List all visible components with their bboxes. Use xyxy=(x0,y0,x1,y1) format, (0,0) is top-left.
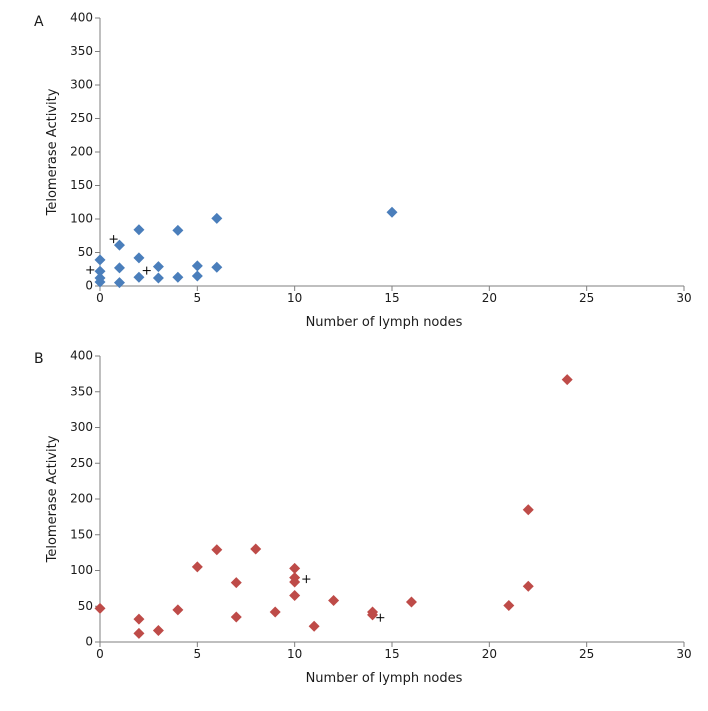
data-point xyxy=(153,625,164,636)
data-point xyxy=(289,590,300,601)
data-point xyxy=(95,266,106,277)
panel-a: A 0 50 100 150 200 250 300 350 400 0 5 10 15 20 25 30 Num… xyxy=(34,11,692,331)
y-tick-label: 150 xyxy=(70,527,93,541)
x-tick-label: 10 xyxy=(287,647,302,661)
data-point xyxy=(503,600,514,611)
x-tick-label: 20 xyxy=(482,291,497,305)
y-tick-label: 0 xyxy=(85,279,93,293)
cross-annotation xyxy=(110,235,118,243)
x-axis-title: Number of lymph nodes xyxy=(306,671,463,686)
data-point xyxy=(133,272,144,283)
data-point xyxy=(133,252,144,263)
panel-b: B 0 50 100 150 200 250 300 350 400 0 5 10 15 20 25 30 Num… xyxy=(34,349,692,687)
data-point xyxy=(114,262,125,273)
x-tick-label: 5 xyxy=(194,291,202,305)
data-point xyxy=(172,272,183,283)
y-tick-label: 100 xyxy=(70,563,93,577)
y-tick-label: 150 xyxy=(70,178,93,192)
x-tick-label: 25 xyxy=(579,647,594,661)
data-point xyxy=(114,240,125,251)
data-point xyxy=(231,577,242,588)
data-point xyxy=(95,254,106,265)
data-point xyxy=(309,621,320,632)
x-tick-label: 0 xyxy=(96,291,104,305)
data-point xyxy=(523,504,534,515)
data-point xyxy=(95,603,106,614)
data-point xyxy=(133,224,144,235)
data-point xyxy=(172,225,183,236)
cross-annotation xyxy=(302,575,310,583)
data-point xyxy=(406,596,417,607)
x-tick-label: 15 xyxy=(384,647,399,661)
data-point xyxy=(231,611,242,622)
y-tick-label: 300 xyxy=(70,420,93,434)
y-tick-label: 250 xyxy=(70,111,93,125)
y-tick-label: 300 xyxy=(70,78,93,92)
data-point xyxy=(289,563,300,574)
data-point xyxy=(211,213,222,224)
cross-annotation xyxy=(143,267,151,275)
data-point xyxy=(211,544,222,555)
panel-label-a: A xyxy=(34,14,44,30)
data-point xyxy=(192,561,203,572)
data-point xyxy=(153,272,164,283)
data-point xyxy=(562,374,573,385)
data-point xyxy=(192,270,203,281)
cross-annotation xyxy=(86,266,94,274)
y-tick-label: 350 xyxy=(70,384,93,398)
chart-svg: A0501001502002503003504000 5 10 15 20 25 30Num… xyxy=(0,0,708,711)
x-tick-label: 25 xyxy=(579,291,594,305)
x-tick-label: 10 xyxy=(287,291,302,305)
data-point xyxy=(133,628,144,639)
x-tick-label: 5 xyxy=(194,647,202,661)
y-tick-label: 0 xyxy=(85,635,93,649)
data-point xyxy=(133,614,144,625)
data-point xyxy=(328,595,339,606)
data-point xyxy=(250,544,261,555)
figure: A 0 50 100 150 200 250 300 350 400 0 5 10 15 20 25 30 Num… xyxy=(0,0,708,711)
data-point xyxy=(523,581,534,592)
x-tick-label: 30 xyxy=(676,647,691,661)
x-tick-label: 0 xyxy=(96,647,104,661)
data-point xyxy=(192,260,203,271)
x-tick-label: 20 xyxy=(482,647,497,661)
x-tick-label: 15 xyxy=(384,291,399,305)
y-tick-label: 400 xyxy=(70,11,93,25)
data-point xyxy=(270,606,281,617)
y-tick-label: 200 xyxy=(70,145,93,159)
x-tick-label: 30 xyxy=(676,291,691,305)
y-tick-label: 400 xyxy=(70,349,93,363)
x-axis-title: Number of lymph nodes xyxy=(306,315,463,330)
data-point xyxy=(172,604,183,615)
y-tick-label: 50 xyxy=(78,599,93,613)
y-tick-label: 200 xyxy=(70,492,93,506)
y-axis-title: Telomerase Activity xyxy=(45,88,60,216)
y-tick-label: 250 xyxy=(70,456,93,470)
data-point xyxy=(387,207,398,218)
data-point xyxy=(211,262,222,273)
y-tick-label: 100 xyxy=(70,212,93,226)
data-point xyxy=(153,261,164,272)
y-tick-label: 350 xyxy=(70,44,93,58)
panel-label-b: B xyxy=(34,351,44,367)
y-axis-title: Telomerase Activity xyxy=(45,435,60,563)
y-tick-label: 50 xyxy=(78,245,93,259)
